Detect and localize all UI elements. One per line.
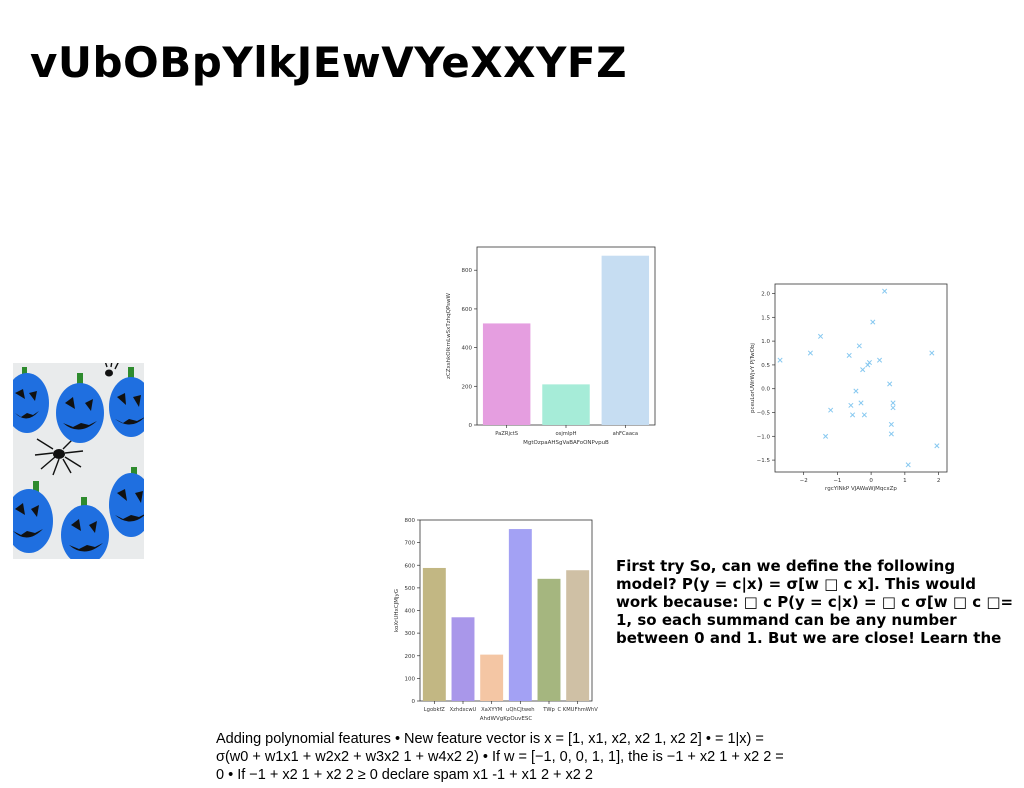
x-tick-label: osjmlpH	[555, 431, 576, 437]
scatter-point	[777, 357, 783, 363]
scatter-point	[860, 367, 866, 373]
scatter-point	[888, 431, 894, 437]
y-axis-label: pceuLorUWrWjvY PjTwObj	[750, 343, 756, 413]
scatter-point	[858, 400, 864, 406]
scatter-point	[929, 350, 935, 356]
pumpkin-cookie-3	[109, 367, 144, 437]
scatter-point	[905, 462, 911, 468]
bar	[482, 323, 531, 425]
pumpkin-cookie-4	[13, 481, 53, 553]
bar	[601, 255, 650, 425]
x-tick-label: −1	[833, 478, 841, 484]
scatter-point	[934, 443, 940, 449]
y-tick-label: 600	[405, 563, 416, 569]
y-tick-label: 0.0	[761, 387, 770, 393]
bar-chart-bottom-svg: 0 100 200 300 400 500 600 700 800 LgobkfZ XzhdxcwU…	[394, 518, 599, 722]
scatter-point	[861, 412, 867, 418]
x-tick-label: XzhdxcwU	[450, 707, 477, 713]
bar	[542, 384, 590, 425]
bar	[537, 578, 561, 701]
x-axis-label: rgcYlNkP VJAWaWjMqcxZp	[825, 486, 897, 492]
scatter-chart: −1.5 −1.0 −0.5 0.0 0.5 1.0 1.5 2.0 −2 −1 0 1 2 rgcYlN…	[745, 280, 955, 495]
y-tick-label: −0.5	[757, 411, 771, 417]
y-tick-label: 1.5	[761, 315, 770, 321]
y-axis-label: zCZxshkOIkrnLwSxTzhqQPswW	[446, 292, 452, 379]
y-tick-label: 300	[405, 631, 416, 637]
y-tick-label: 0	[412, 699, 416, 705]
y-tick-label: 2.0	[761, 292, 770, 298]
bar-chart-bottom: 0 100 200 300 400 500 600 700 800 LgobkfZ XzhdxcwU…	[390, 514, 600, 726]
y-axis-label: koXrUHxCJMjyG	[394, 589, 400, 632]
scatter-chart-svg: −1.5 −1.0 −0.5 0.0 0.5 1.0 1.5 2.0 −2 −1 0 1 2 rgcYlN…	[750, 283, 948, 492]
y-tick-label: 700	[405, 541, 416, 547]
x-tick-label: C KMUFhmWhV	[558, 707, 599, 713]
scatter-point	[890, 405, 896, 411]
y-tick-label: −1.5	[757, 458, 771, 464]
scatter-point	[850, 412, 856, 418]
slide-footer-text: Adding polynomial features • New feature…	[216, 731, 784, 783]
x-tick-label: −2	[800, 478, 808, 484]
bar	[480, 654, 504, 701]
bar	[566, 570, 590, 701]
scatter-point	[866, 359, 872, 366]
x-axis-label: MgtOzpaAHSgVaBAFoONPvpuB	[523, 440, 609, 446]
y-tick-label: 200	[405, 654, 416, 660]
scatter-point	[888, 421, 894, 427]
y-tick-label: 600	[462, 307, 473, 313]
scatter-point	[848, 402, 854, 408]
y-tick-label: 0	[469, 423, 473, 429]
y-tick-label: 400	[462, 346, 473, 352]
scatter-point	[890, 400, 896, 406]
x-tick-label: 0	[869, 478, 873, 484]
x-tick-label: PaZRjctS	[495, 431, 518, 437]
slide-title: vUbOBpYlkJEwVYeXXYFZ	[30, 38, 628, 87]
pumpkin-cookie-1	[13, 367, 49, 433]
x-axis-label: AhdWVgKpOuvESC	[480, 716, 533, 722]
scatter-point	[807, 350, 813, 356]
y-tick-label: 800	[462, 268, 473, 274]
y-tick-label: 0.5	[761, 363, 770, 369]
x-tick-label: XaXYYM	[481, 707, 502, 713]
pumpkin-cookie-5	[61, 497, 109, 559]
y-tick-label: −1.0	[757, 434, 771, 440]
slide-body-text: First try So, can we define the followin…	[616, 557, 1014, 647]
x-tick-label: uQhCJtweh	[506, 707, 535, 713]
plot-frame	[774, 283, 948, 473]
x-tick-label: TWp	[542, 707, 555, 713]
scatter-point	[853, 388, 859, 394]
scatter-point	[876, 357, 883, 363]
x-tick-label: 1	[903, 478, 907, 484]
scatter-point	[828, 407, 834, 413]
pumpkin-cookie-6	[109, 467, 144, 537]
y-tick-label: 500	[405, 586, 416, 592]
bar-chart-top: 0 200 400 600 800 PaZRjctS osjmlpH ahFCaaca MgtO…	[440, 240, 662, 450]
pumpkin-cookies-photo	[13, 363, 144, 559]
scatter-point	[846, 352, 852, 358]
x-tick-label: LgobkfZ	[424, 707, 445, 713]
scatter-point	[882, 288, 888, 294]
scatter-point	[823, 433, 829, 439]
y-tick-label: 200	[462, 384, 473, 390]
y-tick-label: 1.0	[761, 339, 770, 345]
y-tick-label: 100	[405, 676, 416, 682]
bar	[508, 529, 532, 701]
scatter-point	[870, 319, 876, 325]
bar	[422, 567, 446, 701]
x-tick-label: 2	[937, 478, 941, 484]
y-tick-label: 800	[405, 518, 416, 524]
scatter-point	[887, 381, 893, 387]
pumpkin-cookies-illustration	[13, 363, 144, 559]
pumpkin-cookie-2	[56, 373, 104, 443]
x-tick-label: ahFCaaca	[613, 431, 638, 437]
bar	[451, 617, 475, 701]
y-tick-label: 400	[405, 609, 416, 615]
scatter-point	[856, 343, 862, 349]
bar-chart-top-svg: 0 200 400 600 800 PaZRjctS osjmlpH ahFCaaca MgtO…	[446, 246, 656, 446]
scatter-point	[817, 333, 824, 339]
